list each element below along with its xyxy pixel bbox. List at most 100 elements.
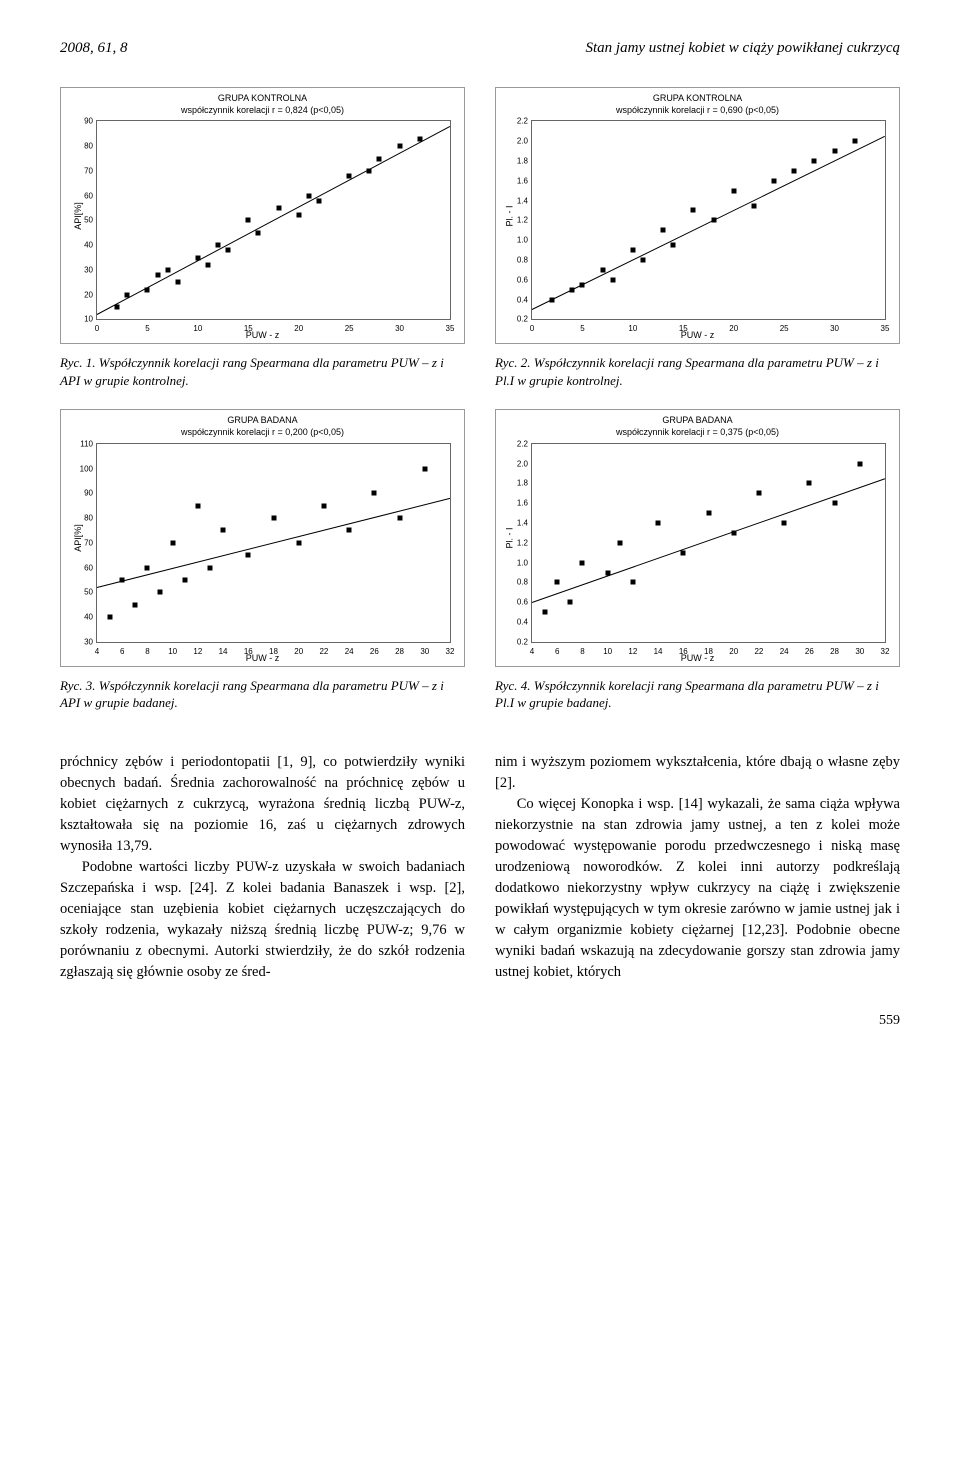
chart-title: GRUPA BADANAwspółczynnik korelacji r = 0… — [501, 415, 894, 438]
x-tick: 12 — [628, 647, 637, 656]
figure-caption: Ryc. 1. Współczynnik korelacji rang Spea… — [60, 354, 465, 389]
data-point — [226, 248, 231, 253]
y-tick: 0.4 — [504, 618, 528, 627]
scatter-plot: 0.20.40.60.81.01.21.41.61.82.02.24681012… — [531, 443, 886, 643]
issue-label: 2008, 61, 8 — [60, 40, 128, 57]
data-point — [256, 230, 261, 235]
y-tick: 1.6 — [504, 499, 528, 508]
data-point — [542, 610, 547, 615]
y-tick: 30 — [69, 637, 93, 646]
x-tick: 20 — [729, 324, 738, 333]
x-tick: 6 — [120, 647, 124, 656]
scatter-plot: 10203040506070809005101520253035 — [96, 120, 451, 320]
data-point — [107, 615, 112, 620]
y-tick: 0.6 — [504, 275, 528, 284]
x-tick: 6 — [555, 647, 559, 656]
x-tick: 25 — [780, 324, 789, 333]
y-tick: 90 — [69, 489, 93, 498]
x-tick: 20 — [294, 647, 303, 656]
y-axis-label: API[%] — [73, 202, 83, 230]
page-number: 559 — [60, 1013, 900, 1029]
data-point — [610, 277, 615, 282]
data-point — [782, 521, 787, 526]
y-tick: 2.0 — [504, 137, 528, 146]
y-tick: 1.4 — [504, 196, 528, 205]
data-point — [422, 466, 427, 471]
x-tick: 14 — [219, 647, 228, 656]
chart-box: GRUPA KONTROLNAwspółczynnik korelacji r … — [60, 87, 465, 344]
data-point — [600, 267, 605, 272]
data-point — [170, 540, 175, 545]
x-tick: 25 — [345, 324, 354, 333]
data-point — [246, 218, 251, 223]
data-point — [731, 188, 736, 193]
body-right-column: nim i wyższym poziomem wykształcenia, kt… — [495, 752, 900, 983]
y-tick: 60 — [69, 191, 93, 200]
x-tick: 8 — [580, 647, 584, 656]
x-axis-label: PUW - z — [246, 330, 280, 340]
data-point — [195, 503, 200, 508]
data-point — [175, 280, 180, 285]
y-tick: 10 — [69, 315, 93, 324]
y-tick: 2.2 — [504, 439, 528, 448]
chart-box: GRUPA BADANAwspółczynnik korelacji r = 0… — [495, 409, 900, 666]
chart-box: GRUPA BADANAwspółczynnik korelacji r = 0… — [60, 409, 465, 666]
y-tick: 80 — [69, 142, 93, 151]
data-point — [276, 206, 281, 211]
data-point — [165, 267, 170, 272]
data-point — [857, 461, 862, 466]
x-tick: 24 — [345, 647, 354, 656]
scatter-plot: 0.20.40.60.81.01.21.41.61.82.02.20510152… — [531, 120, 886, 320]
data-point — [640, 257, 645, 262]
y-tick: 110 — [69, 439, 93, 448]
y-axis-label: Pl. - I — [505, 205, 515, 226]
data-point — [208, 565, 213, 570]
y-tick: 80 — [69, 514, 93, 523]
data-point — [296, 540, 301, 545]
x-tick: 0 — [530, 324, 534, 333]
data-point — [158, 590, 163, 595]
data-point — [706, 511, 711, 516]
y-tick: 40 — [69, 613, 93, 622]
y-tick: 0.6 — [504, 598, 528, 607]
y-tick: 90 — [69, 117, 93, 126]
y-tick: 60 — [69, 563, 93, 572]
x-axis-label: PUW - z — [681, 330, 715, 340]
x-tick: 22 — [754, 647, 763, 656]
y-tick: 0.8 — [504, 255, 528, 264]
charts-grid: GRUPA KONTROLNAwspółczynnik korelacji r … — [60, 87, 900, 712]
y-tick: 1.8 — [504, 156, 528, 165]
y-tick: 1.4 — [504, 519, 528, 528]
data-point — [296, 213, 301, 218]
x-tick: 10 — [628, 324, 637, 333]
running-title: Stan jamy ustnej kobiet w ciąży powikłan… — [585, 40, 900, 57]
x-tick: 0 — [95, 324, 99, 333]
y-tick: 1.6 — [504, 176, 528, 185]
data-point — [630, 580, 635, 585]
x-tick: 20 — [294, 324, 303, 333]
x-tick: 24 — [780, 647, 789, 656]
x-tick: 4 — [95, 647, 99, 656]
x-tick: 35 — [881, 324, 890, 333]
data-point — [155, 272, 160, 277]
data-point — [321, 503, 326, 508]
body-text: próchnicy zębów i periodontopatii [1, 9]… — [60, 752, 900, 983]
data-point — [397, 516, 402, 521]
y-tick: 70 — [69, 166, 93, 175]
figure-caption: Ryc. 2. Współczynnik korelacji rang Spea… — [495, 354, 900, 389]
x-tick: 5 — [580, 324, 584, 333]
data-point — [832, 149, 837, 154]
x-tick: 30 — [420, 647, 429, 656]
figure-caption: Ryc. 3. Współczynnik korelacji rang Spea… — [60, 677, 465, 712]
y-tick: 50 — [69, 588, 93, 597]
data-point — [792, 168, 797, 173]
x-tick: 30 — [830, 324, 839, 333]
x-tick: 26 — [370, 647, 379, 656]
y-tick: 0.2 — [504, 315, 528, 324]
y-tick: 1.0 — [504, 558, 528, 567]
data-point — [132, 602, 137, 607]
x-tick: 4 — [530, 647, 534, 656]
y-tick: 100 — [69, 464, 93, 473]
x-tick: 22 — [319, 647, 328, 656]
regression-line — [97, 498, 450, 588]
